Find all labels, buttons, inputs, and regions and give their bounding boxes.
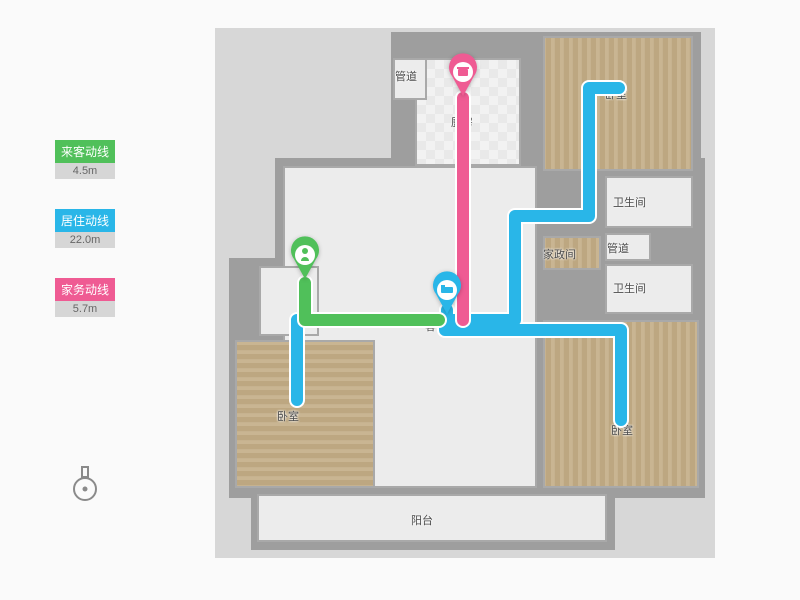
legend-value: 22.0m <box>55 232 115 248</box>
room-bedroom-sw <box>235 340 375 488</box>
room-kitchen <box>415 58 521 166</box>
room-label: 卧室 <box>277 408 299 424</box>
room-label: 卧室 <box>605 86 627 102</box>
room-label: 阳台 <box>411 512 433 528</box>
legend-item-guest: 来客动线 4.5m <box>55 140 125 179</box>
legend-title: 居住动线 <box>55 209 115 232</box>
room-label: 家政间 <box>543 246 576 262</box>
stage: 来客动线 4.5m 居住动线 22.0m 家务动线 5.7m 卧室厨房管道卫生间… <box>0 0 800 600</box>
legend-item-living: 居住动线 22.0m <box>55 209 125 248</box>
room-label: 卫生间 <box>613 194 646 210</box>
room-label: 卧室 <box>611 422 633 438</box>
legend-title: 家务动线 <box>55 278 115 301</box>
legend-title: 来客动线 <box>55 140 115 163</box>
room-label: 管道 <box>607 240 629 256</box>
legend-item-housework: 家务动线 5.7m <box>55 278 125 317</box>
room-label: 厨房 <box>451 114 473 130</box>
floorplan: 卧室厨房管道卫生间家政间管道卫生间客餐厅卧室卧室阳台 <box>215 28 715 558</box>
room-label: 卫生间 <box>613 280 646 296</box>
compass-icon <box>70 465 100 503</box>
legend-value: 5.7m <box>55 301 115 317</box>
room-bedroom-nw <box>543 36 693 171</box>
legend: 来客动线 4.5m 居住动线 22.0m 家务动线 5.7m <box>55 140 125 347</box>
room-label: 管道 <box>395 68 417 84</box>
legend-value: 4.5m <box>55 163 115 179</box>
room-bedroom-se <box>543 320 699 488</box>
room-entry-nook <box>259 266 319 336</box>
room-label: 客餐厅 <box>425 318 458 334</box>
